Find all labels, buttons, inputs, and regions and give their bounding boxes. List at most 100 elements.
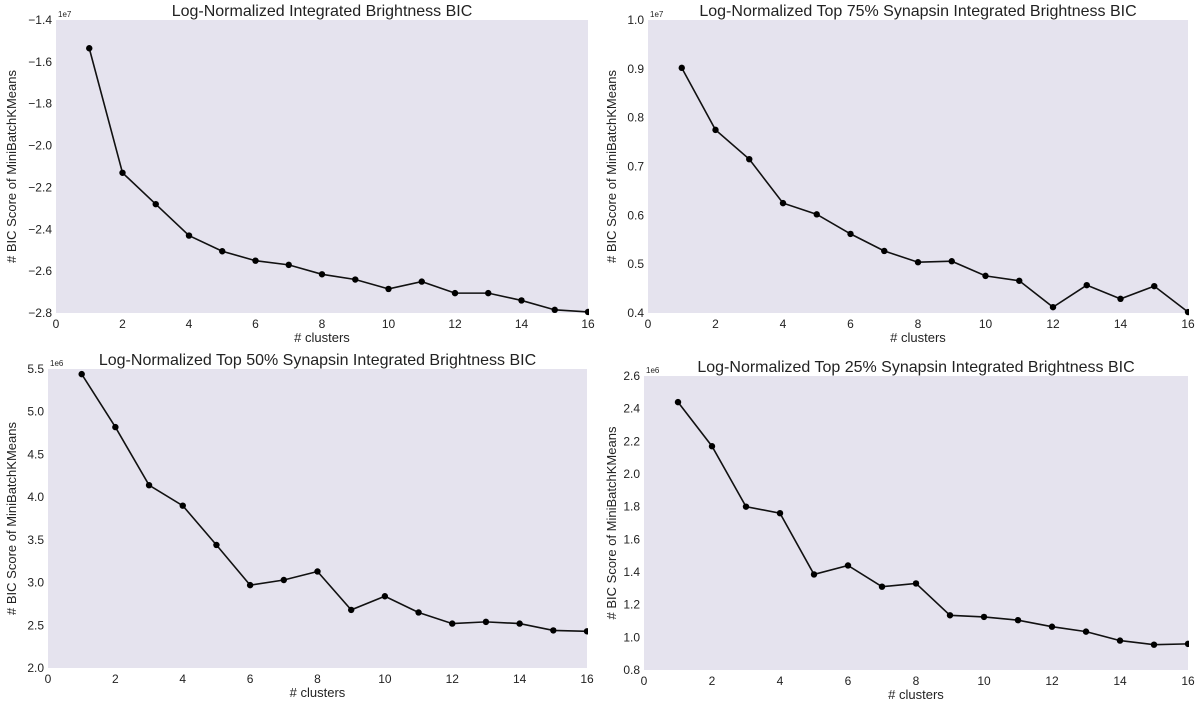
data-point: [112, 423, 119, 431]
data-point: [318, 271, 326, 278]
y-tick-label: 2.0: [623, 467, 640, 481]
y-tick-label: −2.0: [28, 139, 52, 153]
y-tick-label: 1.2: [623, 598, 640, 612]
x-tick-label: 14: [1113, 674, 1127, 688]
data-point: [418, 278, 425, 285]
axis-offset-label: 1e7: [58, 10, 72, 19]
series-group: [86, 45, 589, 316]
data-point: [948, 258, 955, 265]
data-point: [352, 276, 359, 283]
data-point: [280, 576, 288, 584]
data-point: [1083, 281, 1090, 289]
x-tick-label: 4: [186, 317, 193, 331]
series-line: [681, 67, 1189, 313]
data-point: [86, 45, 93, 52]
x-tick-label: 10: [378, 672, 392, 686]
x-tick-label: 2: [112, 672, 119, 686]
data-point: [1014, 616, 1022, 624]
y-tick-label: −2.6: [28, 264, 52, 278]
data-point: [584, 308, 589, 316]
data-point: [678, 64, 685, 72]
data-point: [252, 257, 259, 264]
y-tick-label: 0.6: [627, 208, 644, 222]
y-tick-label: 0.8: [627, 111, 644, 125]
data-point: [881, 247, 888, 255]
x-axis-label: # clusters: [888, 687, 944, 702]
chart-panel-1: Log-Normalized Integrated Brightness BIC…: [4, 3, 595, 345]
data-point: [449, 620, 456, 627]
y-tick-label: 1.0: [623, 630, 640, 644]
data-point: [152, 200, 159, 208]
x-tick-label: 6: [845, 674, 852, 688]
plot-area: [48, 369, 587, 668]
data-point: [779, 199, 787, 207]
y-tick-label: 5.5: [27, 362, 44, 376]
data-point: [485, 289, 492, 297]
data-point: [1184, 308, 1189, 316]
y-tick-label: 0.4: [627, 306, 644, 320]
x-tick-label: 16: [1181, 674, 1195, 688]
data-point: [776, 510, 784, 517]
x-tick-label: 10: [382, 317, 396, 331]
y-tick-label: −1.4: [28, 13, 52, 27]
data-point: [746, 155, 753, 163]
x-tick-label: 8: [314, 672, 321, 686]
data-point: [185, 232, 193, 239]
x-tick-label: 10: [977, 674, 991, 688]
data-point: [285, 261, 292, 269]
data-point: [482, 618, 490, 626]
data-point: [78, 370, 85, 378]
data-point: [516, 620, 523, 627]
x-tick-label: 16: [580, 672, 594, 686]
data-point: [145, 481, 153, 489]
y-tick-label: 2.0: [27, 661, 44, 675]
x-tick-label: 4: [777, 674, 784, 688]
data-point: [219, 248, 226, 255]
data-point: [1049, 303, 1057, 311]
chart-title: Log-Normalized Top 75% Synapsin Integrat…: [699, 3, 1136, 20]
y-axis-label: # BIC Score of MiniBatchKMeans: [604, 70, 619, 263]
y-tick-label: 1.6: [623, 532, 640, 546]
x-tick-label: 2: [119, 317, 126, 331]
data-point: [674, 398, 682, 406]
data-point: [813, 211, 820, 218]
x-tick-label: 14: [515, 317, 529, 331]
chart-title: Log-Normalized Top 50% Synapsin Integrat…: [99, 352, 536, 369]
y-tick-label: 2.2: [623, 434, 640, 448]
x-axis-label: # clusters: [290, 685, 346, 700]
x-axis-label: # clusters: [890, 330, 946, 345]
data-point: [982, 272, 989, 280]
x-tick-label: 2: [709, 674, 716, 688]
data-point: [742, 503, 750, 510]
data-point: [912, 580, 920, 587]
data-point: [1116, 637, 1124, 644]
y-tick-label: 3.0: [27, 576, 44, 590]
x-tick-label: 6: [847, 317, 854, 331]
chart-title: Log-Normalized Integrated Brightness BIC: [172, 3, 473, 20]
x-tick-label: 8: [319, 317, 326, 331]
data-point: [550, 627, 557, 634]
data-point: [1016, 277, 1023, 284]
x-tick-label: 12: [1046, 317, 1060, 331]
x-tick-label: 4: [179, 672, 186, 686]
axis-offset-label: 1e6: [50, 359, 64, 368]
x-tick-label: 12: [448, 317, 462, 331]
x-axis-label: # clusters: [294, 330, 350, 345]
data-point: [708, 443, 716, 450]
data-point: [119, 169, 126, 176]
data-point: [385, 285, 392, 293]
data-point: [415, 609, 422, 616]
data-point: [518, 297, 525, 304]
data-point: [914, 259, 922, 266]
y-tick-label: 1.4: [623, 565, 640, 579]
data-point: [1151, 282, 1158, 290]
data-point: [712, 126, 719, 134]
x-tick-label: 12: [446, 672, 460, 686]
data-point: [347, 606, 355, 614]
axis-offset-label: 1e7: [650, 10, 664, 19]
series-group: [678, 64, 1189, 316]
x-tick-label: 0: [641, 674, 648, 688]
y-axis-label: # BIC Score of MiniBatchKMeans: [604, 426, 619, 619]
y-tick-label: 1.8: [623, 500, 640, 514]
